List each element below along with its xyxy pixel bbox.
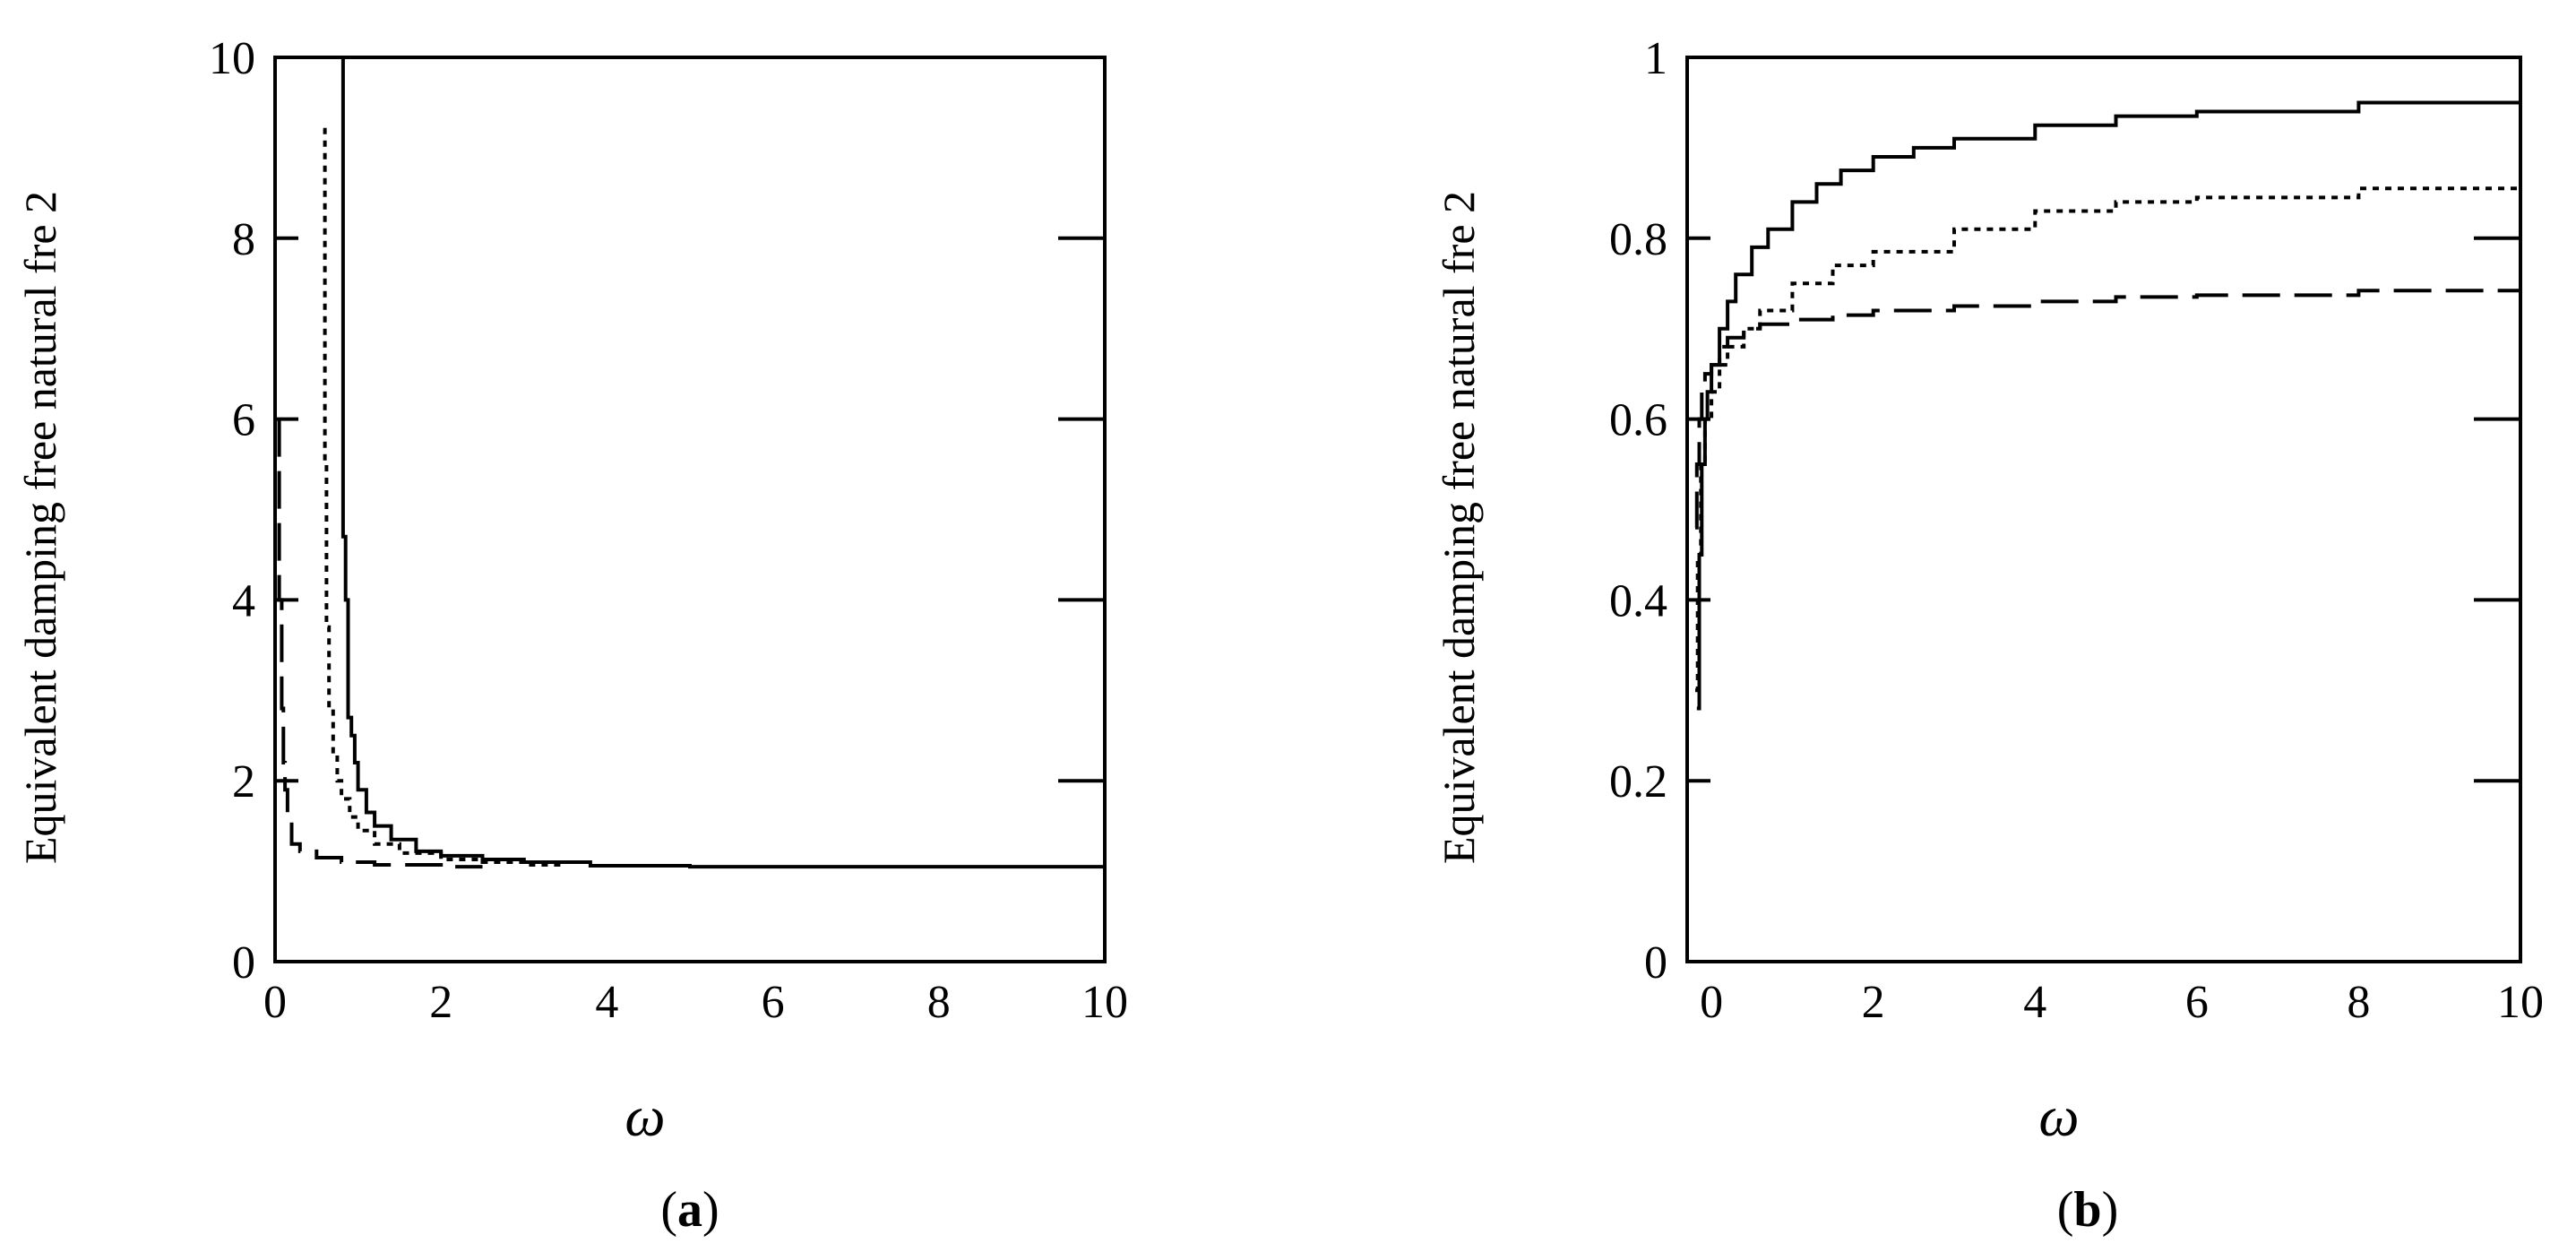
panel-b-ytick-label: 0.6 [1609, 395, 1667, 446]
panel-a-plot-frame [273, 56, 1107, 963]
panel-b-series-dotted-line [1695, 179, 2520, 693]
panel-a-series-dotted-line [323, 127, 568, 867]
panel-a-ytick-label: 8 [232, 214, 255, 265]
panel-b-plot-frame [1685, 56, 2522, 963]
panel-a-series-dashed-line [277, 419, 483, 869]
panel-a-series-solid-line [340, 57, 1105, 869]
panel-b-label: (b) [2057, 1182, 2118, 1238]
panel-a-xtick-label: 10 [1081, 977, 1128, 1028]
panel-a-xtick-label: 6 [762, 977, 785, 1028]
panel-a-xtick-label: 0 [263, 977, 287, 1028]
panel-b-xtick-label: 0 [1700, 977, 1723, 1028]
panel-b-ytick-label: 0 [1644, 937, 1667, 989]
panel-b-xtick-label: 8 [2347, 977, 2370, 1028]
panel-b-ytick-label: 1 [1644, 33, 1667, 84]
panel-a-label: (a) [660, 1182, 719, 1238]
panel-a-ytick-label: 6 [232, 395, 255, 446]
panel-b-series-solid-line [1696, 93, 2520, 711]
panel-a-xtick-label: 2 [429, 977, 452, 1028]
panel-a-ytick-label: 10 [209, 33, 255, 84]
panel-b-ytick-label: 0.4 [1609, 575, 1667, 626]
panel-a-xtick-label: 4 [595, 977, 618, 1028]
panel-a-ytick-label: 2 [232, 756, 255, 807]
chart-panel-a: 0 2 4 6 8 10 0 2 4 6 8 10 Equivalent damping free na… [15, 33, 1128, 1238]
panel-b-xtick-label: 10 [2497, 977, 2544, 1028]
panel-b-ytick-label: 0.2 [1609, 756, 1667, 807]
panel-b-ytick-label: 0.8 [1609, 214, 1667, 265]
panel-a-y-axis-title: Equivalent damping free natural fre 2 [15, 191, 65, 864]
panel-a-xtick-label: 8 [927, 977, 951, 1028]
panel-b-x-axis-title: ω [2038, 1084, 2079, 1148]
panel-a-x-axis-title: ω [625, 1084, 665, 1148]
panel-b-xtick-label: 2 [1862, 977, 1885, 1028]
panel-b-series-dashed-line [1694, 287, 2520, 530]
panel-a-ytick-label: 4 [232, 575, 255, 626]
panel-b-xtick-label: 6 [2185, 977, 2209, 1028]
panel-a-ytick-label: 0 [232, 937, 255, 989]
panel-b-xtick-label: 4 [2023, 977, 2046, 1028]
panel-b-y-axis-title: Equivalent damping free natural fre 2 [1434, 191, 1484, 864]
